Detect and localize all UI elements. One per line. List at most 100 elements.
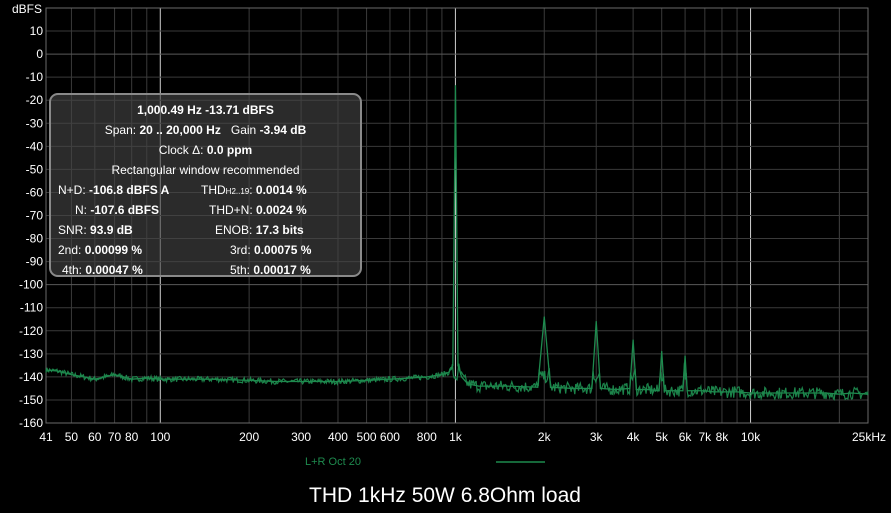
y-tick-label: 10 [30,24,44,38]
x-tick-label: 300 [291,430,311,444]
readout-n: N: -107.6 dBFS [75,203,160,217]
data-point [615,388,617,391]
readout-snr: SNR: 93.9 dB [58,223,133,237]
x-tick-label: 2k [538,430,552,444]
data-point [131,378,133,380]
data-point [749,392,752,394]
data-point [365,379,368,381]
data-point [94,378,96,380]
data-point [122,376,125,378]
y-tick-label: 0 [36,47,43,61]
readout-span-gain: Span: 20 .. 20,000 Hz Gain -3.94 dB [104,123,307,137]
data-point [686,390,688,392]
data-point [825,392,827,394]
y-tick-label: -40 [26,139,44,153]
legend-label: L+R Oct 20 [305,456,361,468]
readout-clock: Clock Δ: 0.0 ppm [158,143,253,157]
readout-h4: 4th: 0.00047 % [62,263,143,277]
x-tick-label: 60 [88,430,102,444]
data-point [713,391,715,393]
data-point [45,369,47,371]
data-point [441,373,443,376]
y-tick-label: -50 [26,162,44,176]
x-tick-label: 25kHz [852,430,886,444]
y-tick-label: -140 [19,370,43,384]
data-point [599,387,602,390]
data-point [409,377,411,379]
readout-h3: 3rd: 0.00075 % [230,243,312,257]
data-point [183,378,185,380]
x-tick-label: 600 [380,430,400,444]
data-point [104,376,106,378]
data-point [461,376,463,378]
y-tick-label: -120 [19,324,43,338]
legend: L+R Oct 20 [305,456,545,468]
readout-h5: 5th: 0.00017 % [230,263,311,277]
data-point [658,390,660,392]
data-point [736,391,738,393]
data-point [159,378,161,380]
y-tick-label: -10 [26,70,44,84]
data-point [448,371,450,373]
readout-h2: 2nd: 0.00099 % [58,243,143,257]
y-tick-label: -150 [19,393,43,407]
y-tick-label: -110 [20,301,43,315]
data-point [337,380,339,383]
data-point [673,390,675,392]
data-point [684,355,686,357]
data-point [70,373,73,376]
readout-thd: THDH2..19: 0.0014 % [201,183,307,197]
data-point [838,393,840,395]
chart-caption: THD 1kHz 50W 6.8Ohm load [309,484,581,507]
x-tick-label: 6k [679,430,693,444]
data-point [83,376,85,378]
data-point [277,380,279,383]
data-point [146,377,148,379]
x-tick-label: 8k [716,430,730,444]
series-lines [45,85,869,395]
data-point [635,388,637,391]
data-point [867,393,869,395]
data-point [647,388,649,391]
x-tick-label: 1k [449,430,463,444]
data-point [457,364,459,366]
readout-thdn: THD+N: 0.0024 % [209,203,307,217]
readout-enob: ENOB: 17.3 bits [215,223,304,237]
y-tick-label: -90 [26,255,44,269]
data-point [211,378,213,380]
x-tick-label: 4k [627,430,641,444]
measurement-readout-panel[interactable]: 1,000.49 Hz -13.71 dBFS Span: 20 .. 20,0… [49,93,362,277]
data-point [801,392,804,394]
x-tick-label: 100 [150,430,170,444]
data-point [632,339,634,341]
data-point [454,85,457,87]
data-point [452,364,454,366]
readout-window-note: Rectangular window recommended [111,163,300,177]
x-tick-label: 50 [65,430,79,444]
x-tick-label: 7k [698,430,712,444]
x-tick-label: 3k [590,430,604,444]
readout-nd: N+D: -106.8 dBFS A [58,183,170,197]
data-point [851,392,853,394]
data-point [478,385,480,387]
data-point [57,370,59,372]
data-point [661,350,663,353]
data-point [543,316,545,318]
x-tick-label: 800 [417,430,437,444]
data-point [426,376,428,378]
y-tick-label: -80 [26,232,44,246]
data-point [300,380,302,383]
readout-peak: 1,000.49 Hz -13.71 dBFS [137,103,274,117]
data-point [595,320,597,323]
x-tick-label: 41 [39,430,53,444]
data-point [663,390,665,392]
x-tick-label: 80 [125,430,139,444]
y-axis: 10 0 -10 -20 -30 -40 -50 -60 -70 -80 -90 -100 -110 -1… [19,24,43,430]
data-point [591,387,593,390]
y-tick-label: -60 [26,185,44,199]
y-tick-label: -130 [19,347,43,361]
noise-floor-trace [45,362,869,401]
x-tick-label: 200 [239,430,259,444]
data-point [694,390,696,392]
data-point [113,373,116,376]
